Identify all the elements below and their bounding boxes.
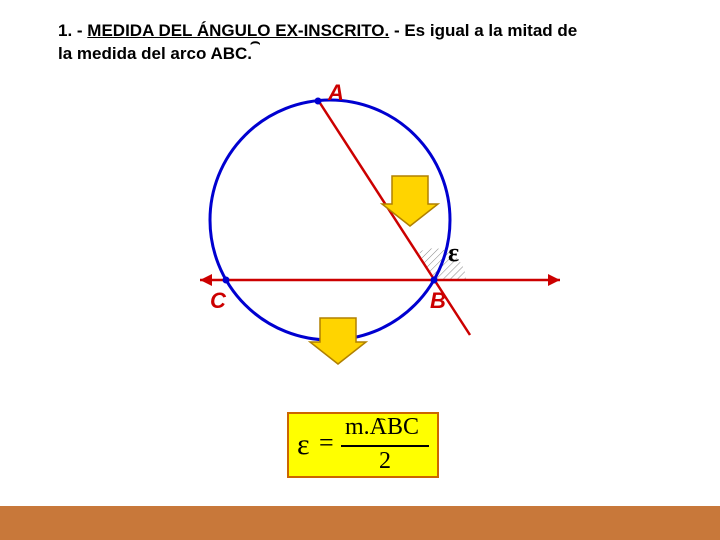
heading-line2a: la medida del arco	[58, 44, 210, 63]
arrowhead-left	[200, 274, 212, 286]
point-c-dot	[223, 277, 230, 284]
formula-bar	[341, 445, 429, 447]
formula-box: ε = ⌢ m.ABC 2	[287, 412, 439, 478]
point-a-dot	[315, 98, 322, 105]
formula-equals: =	[319, 428, 334, 458]
formula-numerator: m.ABC	[345, 414, 419, 441]
diagram: A B C ε	[130, 90, 580, 380]
heading: 1. - MEDIDA DEL ÁNGULO EX-INSCRITO. - Es…	[58, 20, 668, 66]
yellow-arrow-1	[382, 176, 438, 226]
arrowhead-right	[548, 274, 560, 286]
heading-rest1: - Es igual a la mitad de	[389, 21, 577, 40]
footer-bar	[0, 506, 720, 540]
epsilon-label: ε	[448, 238, 459, 268]
heading-arc-label: ABC.	[210, 44, 252, 63]
heading-title: MEDIDA DEL ÁNGULO EX-INSCRITO.	[87, 21, 389, 40]
formula-denominator: 2	[379, 448, 391, 475]
label-c: C	[210, 288, 226, 314]
yellow-arrow-2	[310, 318, 366, 364]
formula-inner: ε = ⌢ m.ABC 2	[289, 414, 437, 476]
formula-epsilon: ε	[297, 428, 310, 462]
point-b-dot	[431, 277, 438, 284]
heading-prefix: 1. -	[58, 21, 87, 40]
label-b: B	[430, 288, 446, 314]
arc-hat-heading: ⌢	[250, 34, 261, 52]
diagram-svg	[130, 90, 580, 380]
label-a: A	[328, 80, 344, 106]
chord	[318, 100, 470, 335]
